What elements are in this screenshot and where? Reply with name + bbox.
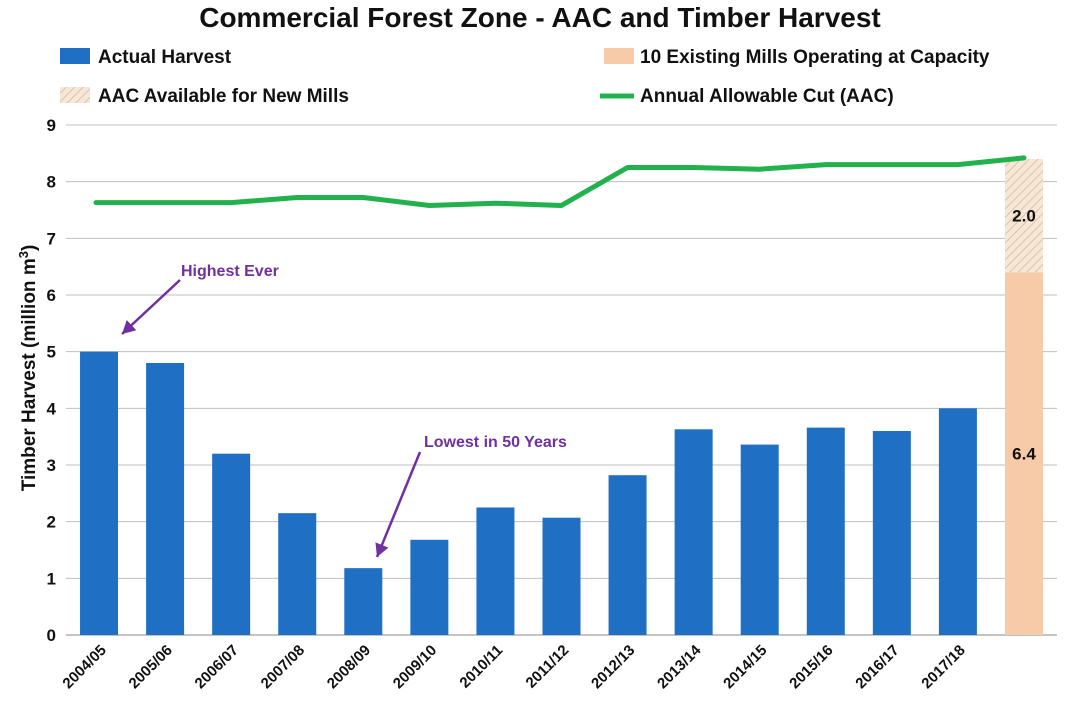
- legend-swatch-actual-harvest: [60, 48, 90, 64]
- y-tick-label: 2: [47, 513, 56, 532]
- x-tick-label: 2005/06: [126, 642, 176, 692]
- bar-actual-harvest: [278, 513, 317, 635]
- bar-existing-mills: [1004, 272, 1043, 635]
- bar-actual-harvest: [410, 539, 449, 635]
- x-tick-label: 2010/11: [456, 642, 506, 692]
- y-tick-label: 1: [47, 569, 56, 588]
- annotation-label: Highest Ever: [181, 263, 279, 280]
- y-tick-label: 9: [47, 116, 56, 135]
- bar-actual-harvest: [542, 517, 581, 635]
- bar-actual-harvest: [212, 453, 251, 635]
- x-tick-label: 2013/14: [654, 641, 705, 692]
- bar-actual-harvest: [146, 363, 185, 635]
- bar-actual-harvest: [80, 351, 119, 635]
- x-tick-label: 2014/15: [720, 642, 770, 692]
- x-tick-label: 2016/17: [852, 642, 902, 692]
- legend-swatch-existing-mills: [604, 48, 634, 64]
- y-tick-label: 3: [47, 456, 56, 475]
- annotations: Highest Ever Lowest in 50 Years: [121, 263, 567, 558]
- x-axis-ticks: 2004/05 2005/06 2006/07 2007/08 2008/09 2009/…: [59, 641, 968, 692]
- bar-actual-harvest: [872, 431, 911, 635]
- bars: 6.4 2.0: [80, 159, 1043, 635]
- bar-actual-harvest: [476, 507, 515, 635]
- bar-actual-harvest: [608, 475, 647, 635]
- y-axis-ticks: 0 1 2 3 4 5 6 7 8 9: [47, 116, 57, 645]
- legend-label-aac-new-mills: AAC Available for New Mills: [98, 86, 349, 107]
- bar-actual-harvest: [806, 427, 845, 635]
- chart-title: Commercial Forest Zone - AAC and Timber …: [199, 2, 881, 33]
- data-label-aac-new-mills: 2.0: [1012, 207, 1036, 226]
- legend-label-existing-mills: 10 Existing Mills Operating at Capacity: [640, 47, 990, 68]
- aac-line: [93, 155, 1027, 208]
- x-tick-label: 2007/08: [258, 642, 308, 692]
- x-tick-label: 2008/09: [324, 642, 374, 692]
- annotation-arrowhead: [122, 320, 137, 334]
- annotation-label: Lowest in 50 Years: [424, 434, 567, 451]
- y-tick-label: 8: [47, 173, 56, 192]
- x-tick-label: 2006/07: [192, 642, 242, 692]
- bar-actual-harvest: [740, 444, 779, 635]
- annotation-arrow: [121, 279, 181, 335]
- data-label-existing-mills: 6.4: [1012, 445, 1036, 464]
- legend-label-actual-harvest: Actual Harvest: [98, 47, 232, 68]
- y-tick-label: 4: [47, 399, 57, 418]
- y-tick-label: 7: [47, 229, 56, 248]
- annotation-arrow: [375, 451, 422, 558]
- x-tick-label: 2004/05: [59, 642, 109, 692]
- bar-actual-harvest: [674, 429, 713, 635]
- bar-aac-new-mills: [1004, 159, 1043, 273]
- annotation-arrowhead: [375, 542, 389, 557]
- y-tick-label: 6: [47, 286, 56, 305]
- y-axis-label: Timber Harvest (million m3): [16, 245, 40, 492]
- bar-actual-harvest: [938, 408, 977, 635]
- bar-actual-harvest: [344, 568, 383, 635]
- y-tick-label: 5: [47, 343, 56, 362]
- y-tick-label: 0: [47, 626, 56, 645]
- legend-label-aac-line: Annual Allowable Cut (AAC): [640, 86, 894, 107]
- x-tick-label: 2009/10: [390, 642, 440, 692]
- legend: Actual Harvest 10 Existing Mills Operati…: [60, 47, 990, 107]
- x-tick-label: 2011/12: [523, 642, 573, 692]
- x-tick-label: 2012/13: [588, 642, 638, 692]
- legend-swatch-aac-new-mills: [60, 87, 90, 103]
- x-tick-label: 2015/16: [786, 642, 836, 692]
- aac-line-group: [93, 155, 1027, 208]
- x-tick-label: 2017/18: [918, 642, 968, 692]
